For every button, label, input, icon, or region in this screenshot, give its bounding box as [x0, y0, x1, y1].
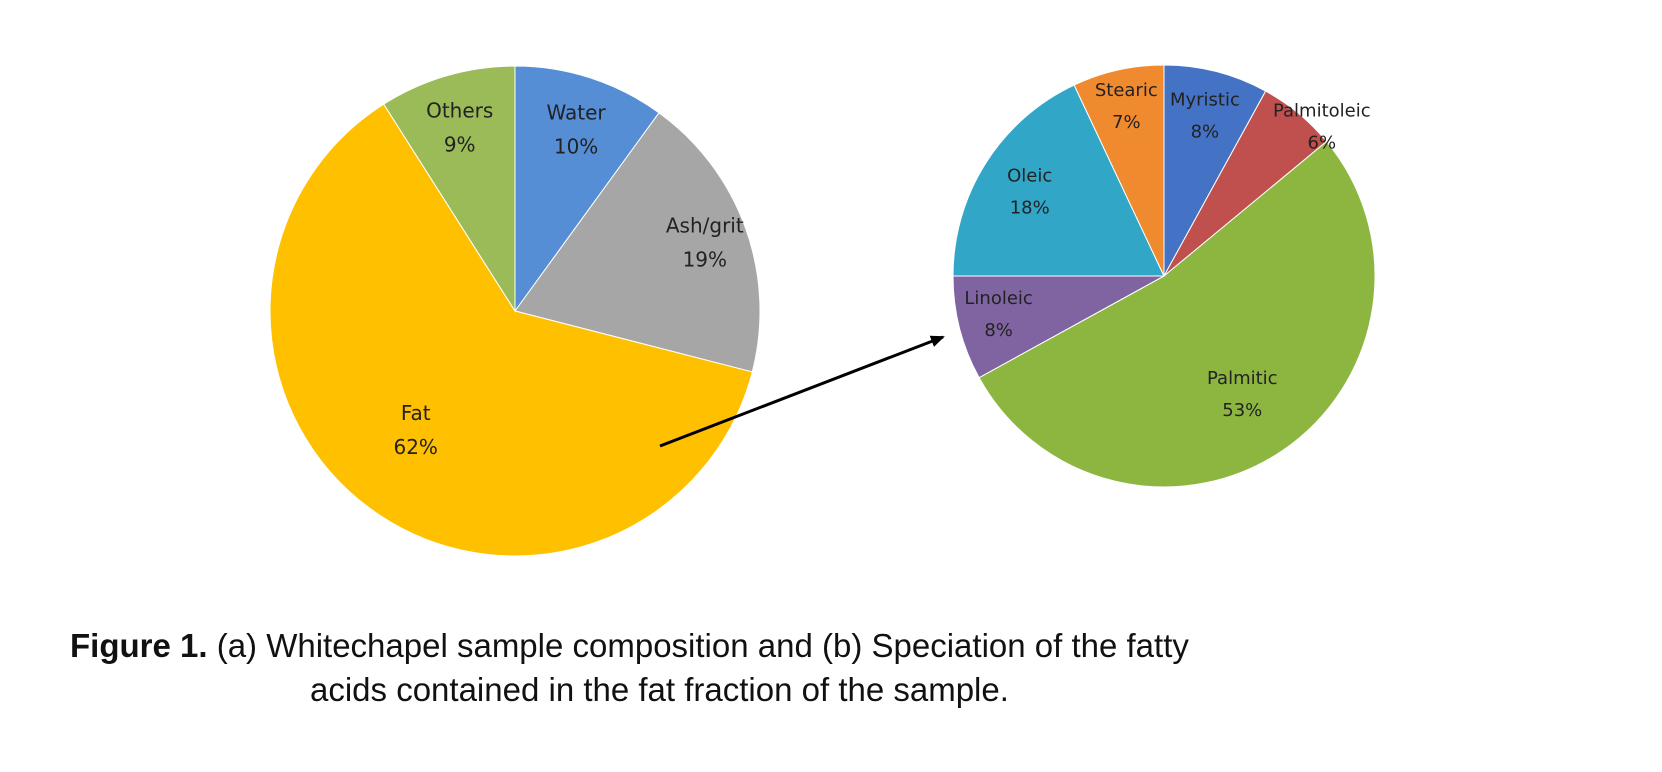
pie-slice-stearic — [1073, 64, 1165, 277]
pie-slice-myristic — [1163, 64, 1267, 277]
caption-line-2: acids contained in the fat fraction of t… — [310, 671, 1009, 708]
slice-value-palmitic: 53% — [1222, 400, 1262, 421]
pie-slice-water — [514, 65, 660, 313]
slice-value-myristic: 8% — [1191, 122, 1220, 143]
composition-pie-chart: Water 10% Ash/grit 19% Fat 62% Others 9% — [269, 65, 761, 557]
slice-value-others: 9% — [444, 133, 476, 157]
fat-to-fatty-acids-arrow — [659, 335, 945, 448]
slice-value-oleic: 18% — [1010, 198, 1050, 219]
slice-value-fat: 62% — [393, 435, 437, 459]
slice-value-stearic: 7% — [1112, 112, 1141, 133]
slice-label-others: Others — [426, 99, 493, 123]
fatty-acid-pie-chart: Myristic 8% Palmitoleic 6% Palmitic 53% Linole… — [952, 64, 1376, 488]
slice-label-fat: Fat — [401, 401, 431, 425]
slice-label-water: Water — [547, 100, 607, 124]
pie-slice-ash-grit — [514, 112, 761, 373]
slice-label-stearic: Stearic — [1095, 80, 1158, 101]
pie-slice-oleic — [952, 84, 1165, 277]
caption-line-1: (a) Whitechapel sample composition and (… — [207, 627, 1189, 664]
pie-slice-others — [383, 65, 516, 313]
slice-value-water: 10% — [554, 134, 598, 158]
caption-lead: Figure 1. — [70, 627, 208, 664]
slice-value-palmitoleic: 6% — [1308, 133, 1337, 154]
pie-slice-linoleic — [952, 275, 1165, 379]
slice-label-ash-grit: Ash/grit — [666, 213, 744, 237]
figure-caption: Figure 1. (a) Whitechapel sample composi… — [70, 624, 1470, 712]
pie-slice-palmitic — [978, 140, 1376, 488]
slice-value-ash-grit: 19% — [683, 247, 727, 271]
slice-label-palmitoleic: Palmitoleic — [1273, 101, 1371, 122]
pie-slice-fat — [269, 103, 753, 557]
slice-value-linoleic: 8% — [984, 320, 1013, 341]
slice-label-palmitic: Palmitic — [1207, 368, 1278, 389]
slice-label-myristic: Myristic — [1170, 90, 1240, 111]
slice-label-oleic: Oleic — [1007, 166, 1052, 187]
slice-label-linoleic: Linoleic — [964, 288, 1032, 309]
